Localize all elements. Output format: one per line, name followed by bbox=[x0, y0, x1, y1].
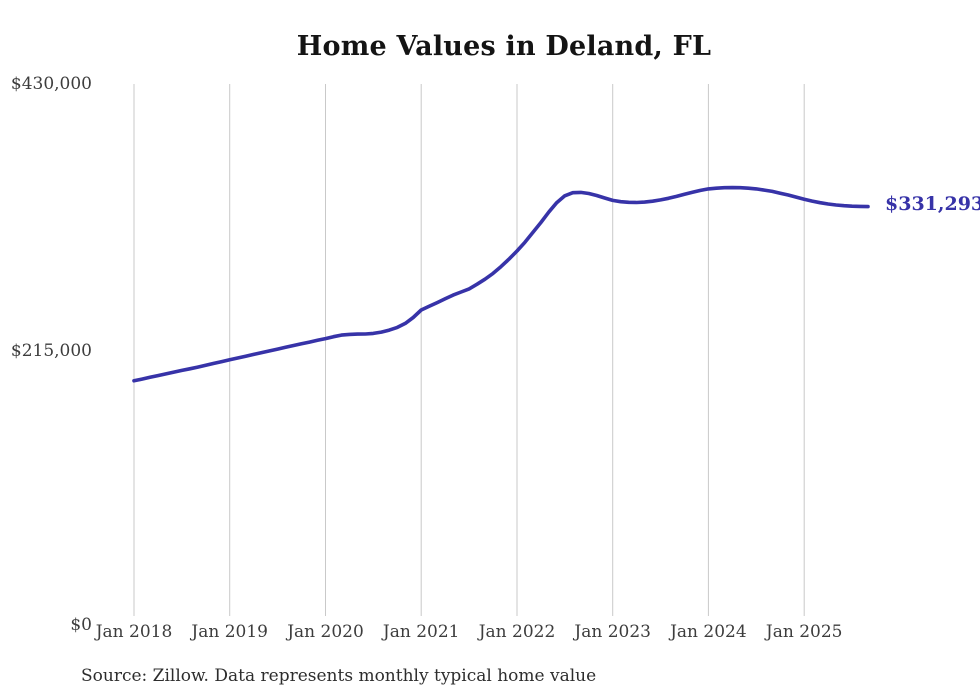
x-axis-label: Jan 2023 bbox=[574, 622, 651, 642]
y-axis-label: $0 bbox=[70, 615, 92, 635]
chart-title: Home Values in Deland, FL bbox=[296, 31, 712, 62]
x-axis-label: Jan 2020 bbox=[287, 622, 364, 642]
latest-value-label: $331,293 bbox=[885, 192, 980, 215]
y-axis-label: $430,000 bbox=[10, 74, 92, 94]
x-axis-label: Jan 2019 bbox=[191, 622, 268, 642]
x-axis-label: Jan 2022 bbox=[478, 622, 556, 642]
x-axis-label: Jan 2018 bbox=[95, 622, 173, 642]
x-axis-label: Jan 2025 bbox=[765, 622, 843, 642]
x-axis-label: Jan 2021 bbox=[382, 622, 460, 642]
y-axis-label: $215,000 bbox=[10, 341, 92, 361]
source-note: Source: Zillow. Data represents monthly … bbox=[81, 666, 597, 686]
x-axis-label: Jan 2024 bbox=[670, 622, 747, 642]
home-value-line bbox=[132, 185, 870, 383]
